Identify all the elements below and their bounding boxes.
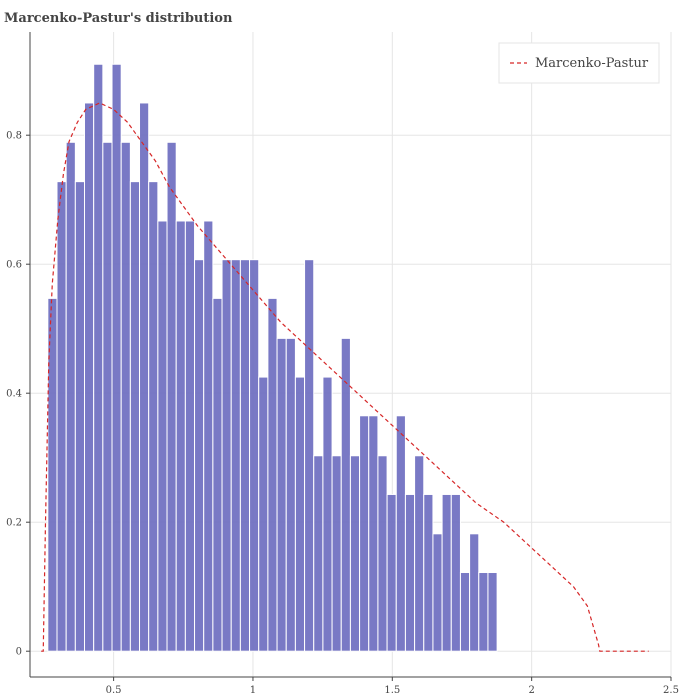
histogram-bar	[459, 572, 471, 652]
y-tick-label: 0.4	[6, 389, 22, 400]
y-tick-label: 0.2	[6, 518, 22, 529]
histogram-bar	[129, 181, 141, 652]
histogram-bar	[304, 259, 315, 652]
x-tick-label: 0.5	[106, 685, 122, 696]
histogram-bar	[65, 141, 76, 652]
y-tick-label: 0.8	[6, 131, 22, 142]
histogram-bar	[267, 297, 278, 652]
histogram-bar	[368, 415, 379, 652]
legend: Marcenko-Pastur	[498, 42, 660, 84]
density-curve-line	[41, 102, 649, 652]
histogram-bar	[203, 220, 214, 652]
histogram-bar	[102, 141, 113, 652]
histogram-bar	[404, 493, 416, 652]
histogram-bar	[331, 455, 342, 652]
x-tick-label: 1	[250, 685, 256, 696]
histogram-bars	[47, 63, 498, 652]
histogram-bar	[386, 493, 397, 652]
histogram-bar	[313, 455, 324, 652]
histogram-bar	[469, 533, 480, 652]
x-tick-label: 1.5	[384, 685, 400, 696]
x-tick-label: 2.5	[663, 685, 679, 696]
histogram-bar	[148, 181, 159, 652]
histogram-bar	[450, 493, 461, 652]
histogram-bar	[93, 63, 104, 652]
histogram-bar	[84, 102, 95, 652]
histogram-bar	[139, 102, 150, 652]
chart-title: Marcenko-Pastur's distribution	[4, 11, 233, 26]
histogram-bar	[414, 455, 425, 652]
axes: 0 0.2 0.4 0.6 0.8 0.5 1 1.5 2 2.5	[6, 32, 679, 696]
histogram-bar	[230, 259, 241, 652]
histogram-bar	[322, 376, 333, 652]
histogram-bar	[258, 376, 269, 652]
histogram-bar	[432, 533, 443, 652]
histogram-bar	[56, 181, 67, 652]
histogram-bar	[294, 376, 306, 652]
histogram-bar	[184, 220, 196, 652]
histogram-bar	[487, 572, 498, 652]
histogram-bar	[120, 141, 131, 652]
histogram-bar	[74, 181, 86, 652]
histogram-bar	[166, 141, 177, 652]
histogram-bar	[249, 259, 260, 652]
histogram-bar	[239, 259, 251, 652]
legend-label: Marcenko-Pastur	[535, 56, 649, 71]
histogram-bar	[377, 455, 388, 652]
histogram-bar	[221, 259, 232, 652]
histogram-bar	[194, 259, 205, 652]
histogram-bar	[111, 63, 122, 652]
marcenko-pastur-curve	[41, 102, 649, 652]
histogram-bar	[340, 337, 351, 652]
histogram-bar	[212, 297, 223, 652]
y-tick-label: 0	[16, 647, 22, 658]
histogram-bar	[157, 220, 168, 652]
histogram-bar	[395, 415, 406, 652]
histogram-bar	[478, 572, 489, 652]
histogram-bar	[285, 337, 296, 652]
histogram-bar	[441, 493, 452, 652]
histogram-bar	[423, 493, 434, 652]
histogram-bar	[349, 455, 361, 652]
x-tick-label: 2	[528, 685, 534, 696]
histogram-bar	[276, 337, 287, 652]
y-tick-label: 0.6	[6, 260, 22, 271]
histogram-bar	[359, 415, 370, 652]
histogram-bar	[175, 220, 186, 652]
